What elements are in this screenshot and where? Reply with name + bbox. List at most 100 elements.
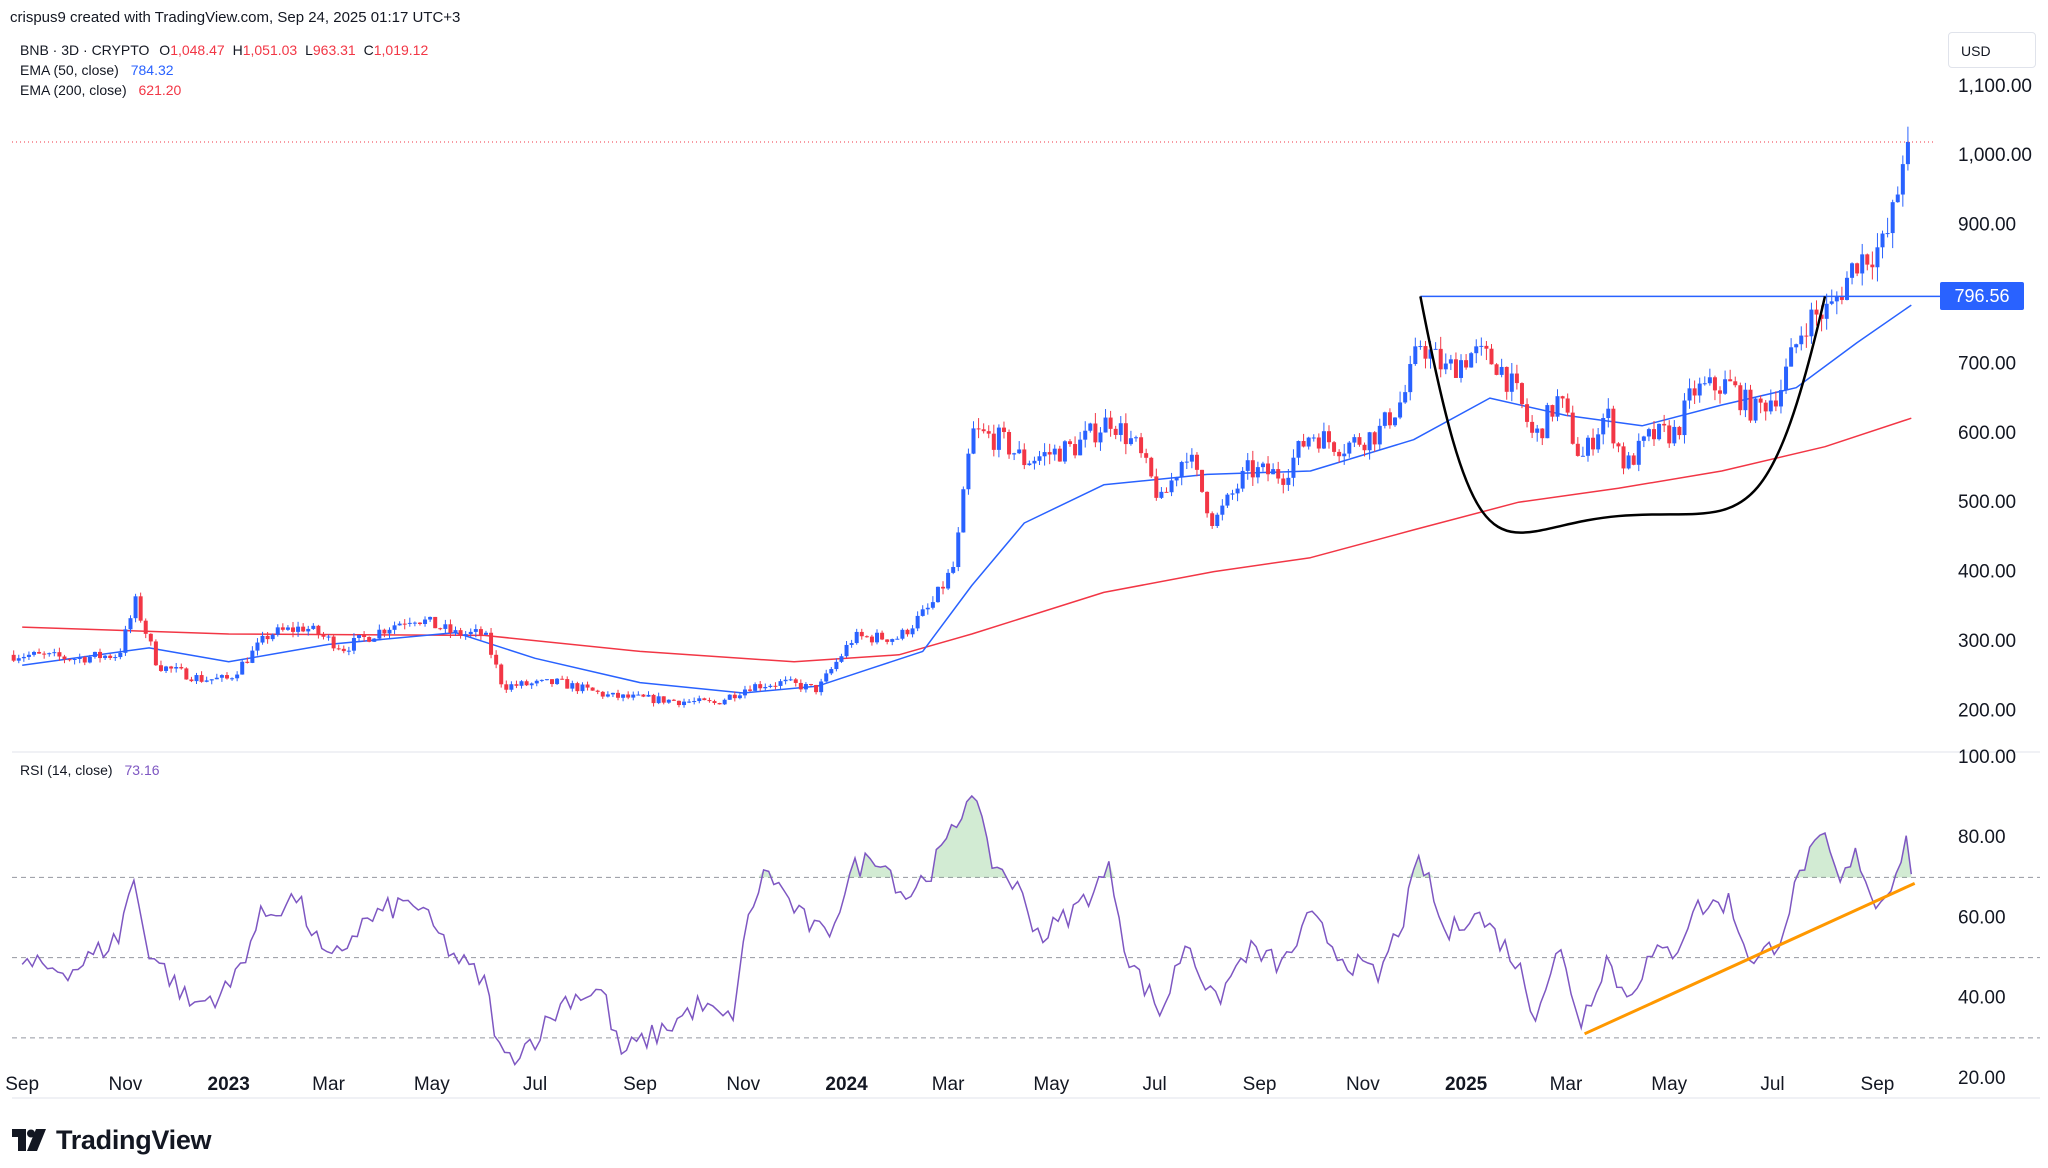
candle-up: [1382, 412, 1387, 426]
candle-down: [1514, 373, 1519, 384]
candle-up: [1459, 360, 1464, 378]
rsi-tick-label: 100.00: [1958, 747, 2016, 768]
candle-up: [1555, 396, 1560, 417]
candle-up: [26, 654, 31, 657]
price-tick-label: 400.00: [1958, 562, 2016, 583]
candle-up: [682, 701, 687, 706]
ema50-line: [22, 304, 1912, 694]
candle-down: [885, 639, 890, 642]
candles: [11, 126, 1910, 708]
candle-down: [1210, 513, 1215, 526]
candle-up: [570, 683, 575, 689]
candle-up: [1702, 383, 1707, 385]
candle-up: [1118, 423, 1123, 435]
ema50-label[interactable]: EMA (50, close): [20, 62, 119, 78]
candle-up: [443, 624, 448, 629]
candle-up: [1398, 402, 1403, 418]
candle-down: [1525, 404, 1530, 422]
candle-down: [1123, 423, 1128, 445]
chart-legend: BNB · 3D · CRYPTO O1,048.47 H1,051.03 L9…: [20, 40, 432, 100]
time-tick-label: May: [1033, 1074, 1069, 1095]
candle-up: [1078, 439, 1083, 456]
candle-up: [250, 650, 255, 663]
candle-up: [214, 677, 219, 680]
candle-down: [1667, 425, 1672, 444]
candle-down: [108, 655, 113, 659]
candle-up: [1443, 363, 1448, 370]
candle-up: [753, 684, 758, 691]
ohlc-open-key: O: [159, 42, 171, 58]
candle-up: [1240, 470, 1245, 489]
candle-up: [260, 635, 265, 643]
candle-up: [1235, 488, 1240, 494]
ohlc-close-key: C: [363, 42, 374, 58]
candle-up: [77, 657, 82, 660]
candle-down: [143, 620, 148, 634]
candle-up: [971, 428, 976, 454]
candle-up: [306, 628, 311, 632]
candle-down: [1494, 364, 1499, 375]
candle-up: [966, 453, 971, 490]
candle-up: [103, 655, 108, 659]
candle-down: [341, 648, 346, 652]
candle-up: [610, 692, 615, 695]
candle-up: [296, 626, 301, 632]
candle-down: [798, 682, 803, 690]
candle-up: [351, 637, 356, 651]
candle-up: [768, 685, 773, 687]
candle-up: [783, 679, 788, 682]
candle-up: [1707, 377, 1712, 384]
symbol-label[interactable]: BNB · 3D · CRYPTO: [20, 42, 150, 58]
rsi-tick-label: 40.00: [1958, 988, 2006, 1009]
candle-up: [357, 634, 362, 638]
candle-down: [265, 635, 270, 640]
candle-down: [575, 683, 580, 692]
candle-up: [646, 694, 651, 697]
candle-down: [758, 684, 763, 689]
candle-up: [1723, 379, 1728, 394]
candle-up: [219, 675, 224, 678]
candle-down: [1301, 441, 1306, 447]
currency-selector[interactable]: USD: [1948, 32, 2036, 68]
ema200-label[interactable]: EMA (200, close): [20, 82, 127, 98]
candle-up: [1509, 373, 1514, 392]
candle-up: [1900, 164, 1905, 195]
candle-up: [1743, 389, 1748, 411]
candle-down: [524, 681, 529, 686]
grid-layer: [12, 751, 2040, 1099]
candle-up: [1134, 437, 1139, 439]
price-line-badge: 796.56: [1940, 282, 2024, 311]
candle-up: [1408, 364, 1413, 393]
candle-up: [118, 652, 123, 658]
candle-down: [732, 694, 737, 699]
candle-up: [1220, 505, 1225, 515]
candle-up: [412, 622, 417, 624]
time-tick-label: Mar: [312, 1074, 345, 1095]
ohlc-close-value: 1,019.12: [373, 42, 429, 58]
candle-up: [1657, 423, 1662, 440]
candle-up: [47, 653, 52, 655]
candle-up: [1342, 453, 1347, 457]
candle-down: [1763, 402, 1768, 412]
ohlc-low-value: 963.31: [312, 42, 356, 58]
tradingview-wordmark: TradingView: [56, 1124, 212, 1155]
candle-down: [651, 694, 656, 704]
candle-up: [636, 694, 641, 696]
candle-up: [803, 684, 808, 690]
candle-down: [1326, 431, 1331, 443]
tradingview-logo[interactable]: TradingView: [12, 1120, 212, 1160]
rsi-label[interactable]: RSI (14, close): [20, 762, 113, 778]
candle-down: [991, 433, 996, 450]
candle-up: [697, 698, 702, 702]
candle-down: [1007, 432, 1012, 455]
candle-up: [631, 694, 636, 698]
candle-up: [1428, 349, 1433, 359]
time-tick-label: 2025: [1445, 1074, 1488, 1095]
candle-down: [565, 679, 570, 689]
candle-down: [1337, 451, 1342, 457]
candle-up: [956, 532, 961, 568]
candle-up: [890, 639, 895, 642]
time-tick-label: Sep: [5, 1074, 39, 1095]
candle-up: [900, 629, 905, 639]
